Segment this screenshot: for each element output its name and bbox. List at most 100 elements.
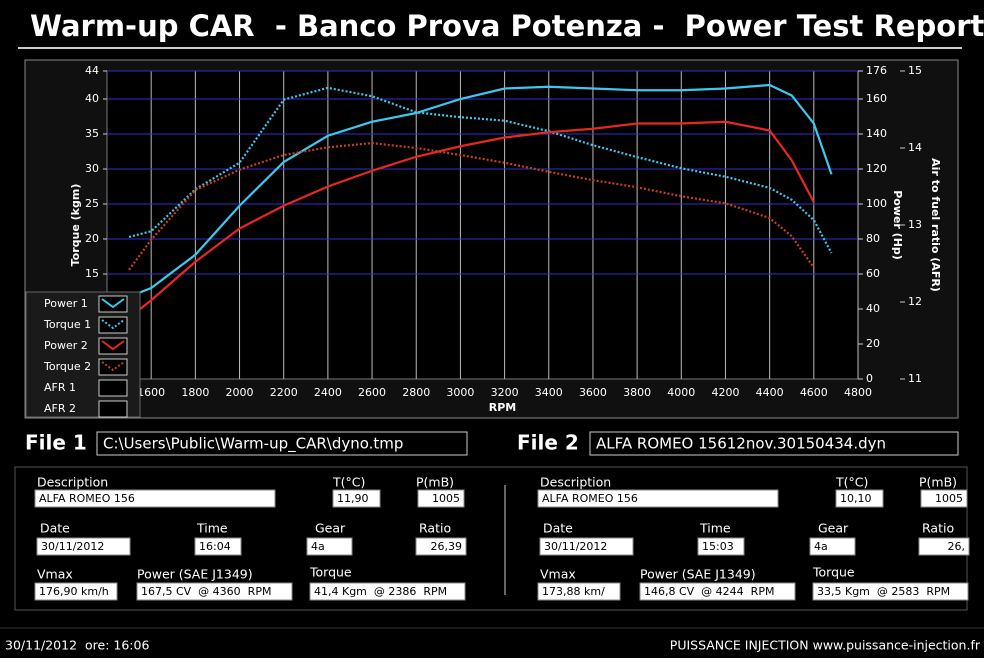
y3-tick-label: 12 <box>908 295 922 308</box>
y-tick-label: 35 <box>85 127 99 140</box>
field-value: 30/11/2012 <box>41 540 104 553</box>
legend-label: Power 2 <box>44 339 88 352</box>
legend-line <box>101 361 125 372</box>
y-tick-label: 40 <box>85 92 99 105</box>
series-line <box>128 83 833 298</box>
y3-tick-label: 11 <box>908 372 922 385</box>
file-box <box>96 431 468 456</box>
field-box <box>539 537 634 556</box>
field-value: 1005 <box>432 492 460 505</box>
field-box <box>697 537 745 556</box>
field-label: Description <box>540 475 611 490</box>
x-tick-label: 2800 <box>402 386 430 399</box>
legend-swatch <box>98 316 128 334</box>
footer-right: PUISSANCE INJECTION www.puissance-inject… <box>670 638 981 653</box>
field-label: Time <box>196 521 228 536</box>
legend-label: Torque 2 <box>43 360 91 373</box>
y2-tick-label: 140 <box>866 127 887 140</box>
y-tick-label: 30 <box>85 162 99 175</box>
field-box <box>809 537 856 556</box>
y-tick-label: 15 <box>85 267 99 280</box>
field-box <box>812 582 969 601</box>
field-value: 41,4 Kgm @ 2386 RPM <box>314 585 447 598</box>
series-line <box>128 141 815 271</box>
field-box <box>309 582 466 601</box>
field-box <box>639 582 796 601</box>
y2-tick-label: 40 <box>866 302 880 315</box>
field-box <box>918 537 970 556</box>
x-tick-label: 1800 <box>181 386 209 399</box>
field-value: 4a <box>814 540 828 553</box>
y2-tick-label: 60 <box>866 267 880 280</box>
legend-swatch <box>98 400 128 418</box>
x-tick-label: 4800 <box>844 386 872 399</box>
legend-swatch <box>98 337 128 355</box>
field-box <box>835 489 884 508</box>
field-value: 30/11/2012 <box>544 540 607 553</box>
field-label: Torque <box>309 565 352 580</box>
legend-swatch <box>98 295 128 313</box>
field-label: Description <box>37 475 108 490</box>
legend-line <box>101 340 125 351</box>
x-tick-label: 2600 <box>358 386 386 399</box>
y2-axis-label: Power (Hp) <box>891 190 904 260</box>
legend-label: Torque 1 <box>43 318 91 331</box>
footer-left: 30/11/2012 ore: 16:06 <box>5 638 149 653</box>
x-tick-label: 4000 <box>667 386 695 399</box>
field-box <box>537 582 621 601</box>
field-label: Torque <box>812 565 855 580</box>
field-value: 26, <box>948 540 966 553</box>
field-value: 167,5 CV @ 4360 RPM <box>141 585 271 598</box>
y-axis-label: Torque (kgm) <box>69 184 82 267</box>
field-value: ALFA ROMEO 156 <box>542 492 638 505</box>
file-label: File 1 <box>25 431 87 455</box>
file-path: ALFA ROMEO 15612nov.30150434.dyn <box>596 435 886 453</box>
field-label: Power (SAE J1349) <box>137 567 253 582</box>
field-value: 176,90 km/h <box>39 585 109 598</box>
field-box <box>34 582 118 601</box>
x-tick-label: 3600 <box>579 386 607 399</box>
y2-tick-label: 160 <box>866 92 887 105</box>
legend-label: AFR 1 <box>44 381 76 394</box>
plot-area <box>106 70 859 380</box>
y2-tick-label: 120 <box>866 162 887 175</box>
field-label: Vmax <box>540 567 576 582</box>
y-tick-label: 20 <box>85 232 99 245</box>
series-line <box>128 86 833 254</box>
field-label: T(°C) <box>835 475 868 490</box>
file-label: File 2 <box>517 431 579 455</box>
field-box <box>36 537 131 556</box>
field-box <box>417 489 465 508</box>
field-label: Time <box>699 521 731 536</box>
field-value: 173,88 km/ <box>542 585 605 598</box>
x-tick-label: 3800 <box>623 386 651 399</box>
field-label: P(mB) <box>416 475 454 490</box>
x-tick-label: 4600 <box>800 386 828 399</box>
field-value: ALFA ROMEO 156 <box>39 492 135 505</box>
legend-line <box>101 319 125 330</box>
field-label: Ratio <box>922 521 954 536</box>
field-box <box>306 537 353 556</box>
x-tick-label: 2400 <box>314 386 342 399</box>
legend-swatch <box>98 358 128 376</box>
y2-tick-label: 0 <box>866 372 873 385</box>
file-box <box>589 431 959 456</box>
x-tick-label: 4400 <box>756 386 784 399</box>
field-label: Date <box>543 521 573 536</box>
field-value: 4a <box>311 540 325 553</box>
legend-label: Power 1 <box>44 297 88 310</box>
y3-tick-label: 15 <box>908 64 922 77</box>
x-tick-label: 3400 <box>535 386 563 399</box>
x-tick-label: 2200 <box>270 386 298 399</box>
x-tick-label: 3000 <box>446 386 474 399</box>
field-box <box>537 489 779 508</box>
field-value: 1005 <box>935 492 963 505</box>
legend-line <box>101 298 125 309</box>
y3-tick-label: 14 <box>908 141 922 154</box>
field-box <box>920 489 968 508</box>
field-label: Gear <box>315 521 346 536</box>
field-box <box>415 537 467 556</box>
y3-tick-label: 13 <box>908 218 922 231</box>
y3-axis-label: Air to fuel ratio (AFR) <box>929 158 942 292</box>
